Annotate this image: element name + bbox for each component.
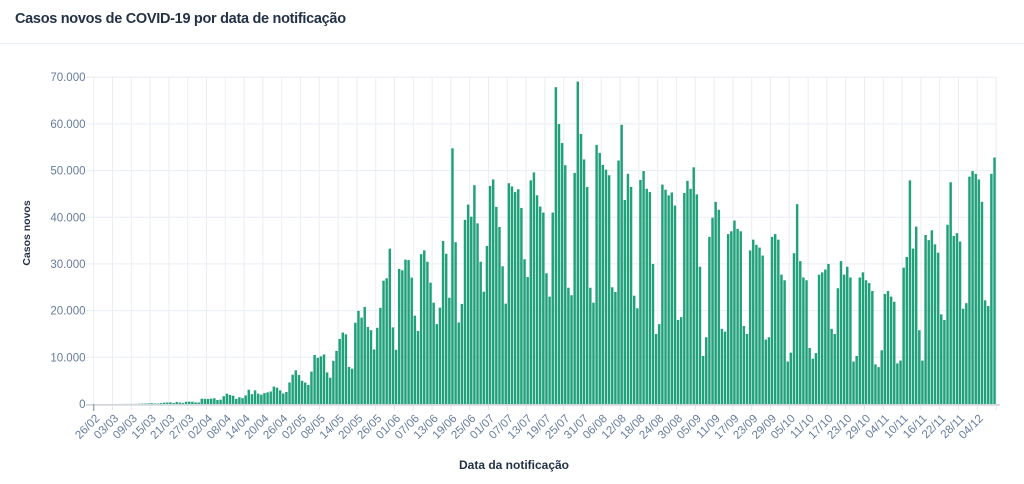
svg-text:Casos novos de COVID-19 por da: Casos novos de COVID-19 por data de noti… [15, 11, 346, 27]
svg-text:0: 0 [79, 399, 85, 411]
svg-text:50.000: 50.000 [50, 166, 85, 178]
svg-text:40.000: 40.000 [50, 212, 85, 224]
svg-text:70.000: 70.000 [50, 72, 85, 84]
svg-text:20.000: 20.000 [50, 306, 85, 318]
svg-text:30.000: 30.000 [50, 259, 85, 271]
svg-text:Data da notificação: Data da notificação [459, 458, 569, 472]
svg-text:60.000: 60.000 [50, 119, 85, 131]
svg-text:Casos novos: Casos novos [21, 200, 33, 266]
svg-text:10.000: 10.000 [50, 352, 85, 364]
